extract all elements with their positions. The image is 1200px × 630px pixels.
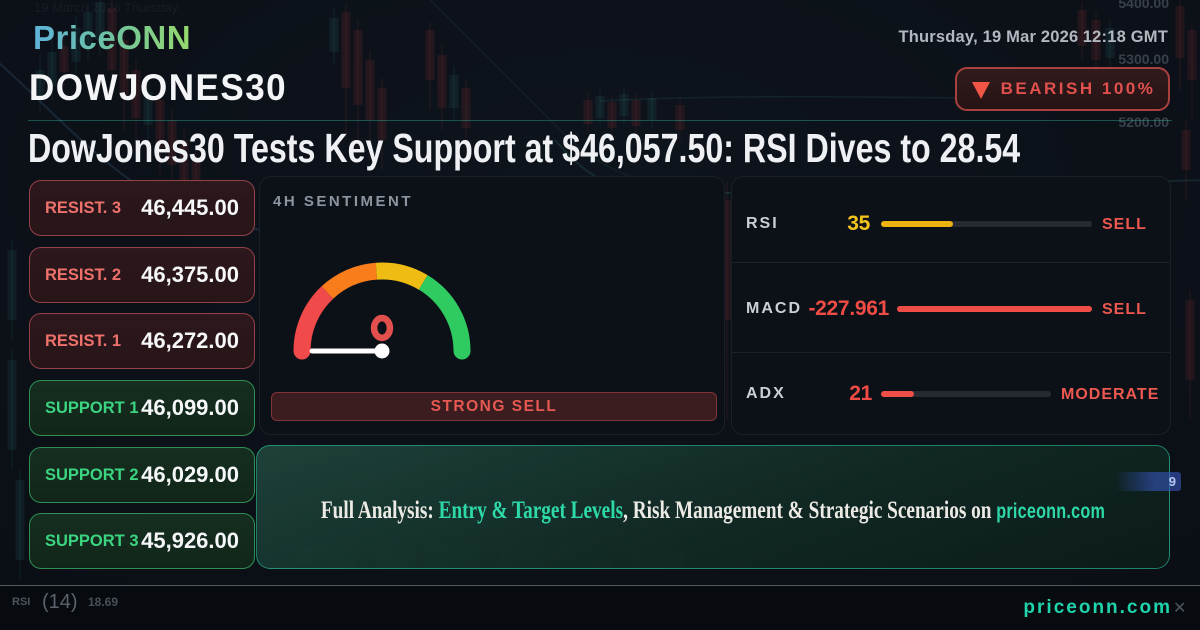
svg-text:18.69: 18.69 [88, 595, 118, 609]
svg-text:RSI: RSI [12, 596, 30, 608]
svg-text:5400.00: 5400.00 [1118, 0, 1169, 11]
svg-text:5200.00: 5200.00 [1118, 114, 1169, 130]
svg-text:(14): (14) [42, 591, 78, 613]
svg-text:5300.00: 5300.00 [1118, 51, 1169, 67]
svg-text:19 March 2026 Thursday: 19 March 2026 Thursday [34, 0, 179, 15]
